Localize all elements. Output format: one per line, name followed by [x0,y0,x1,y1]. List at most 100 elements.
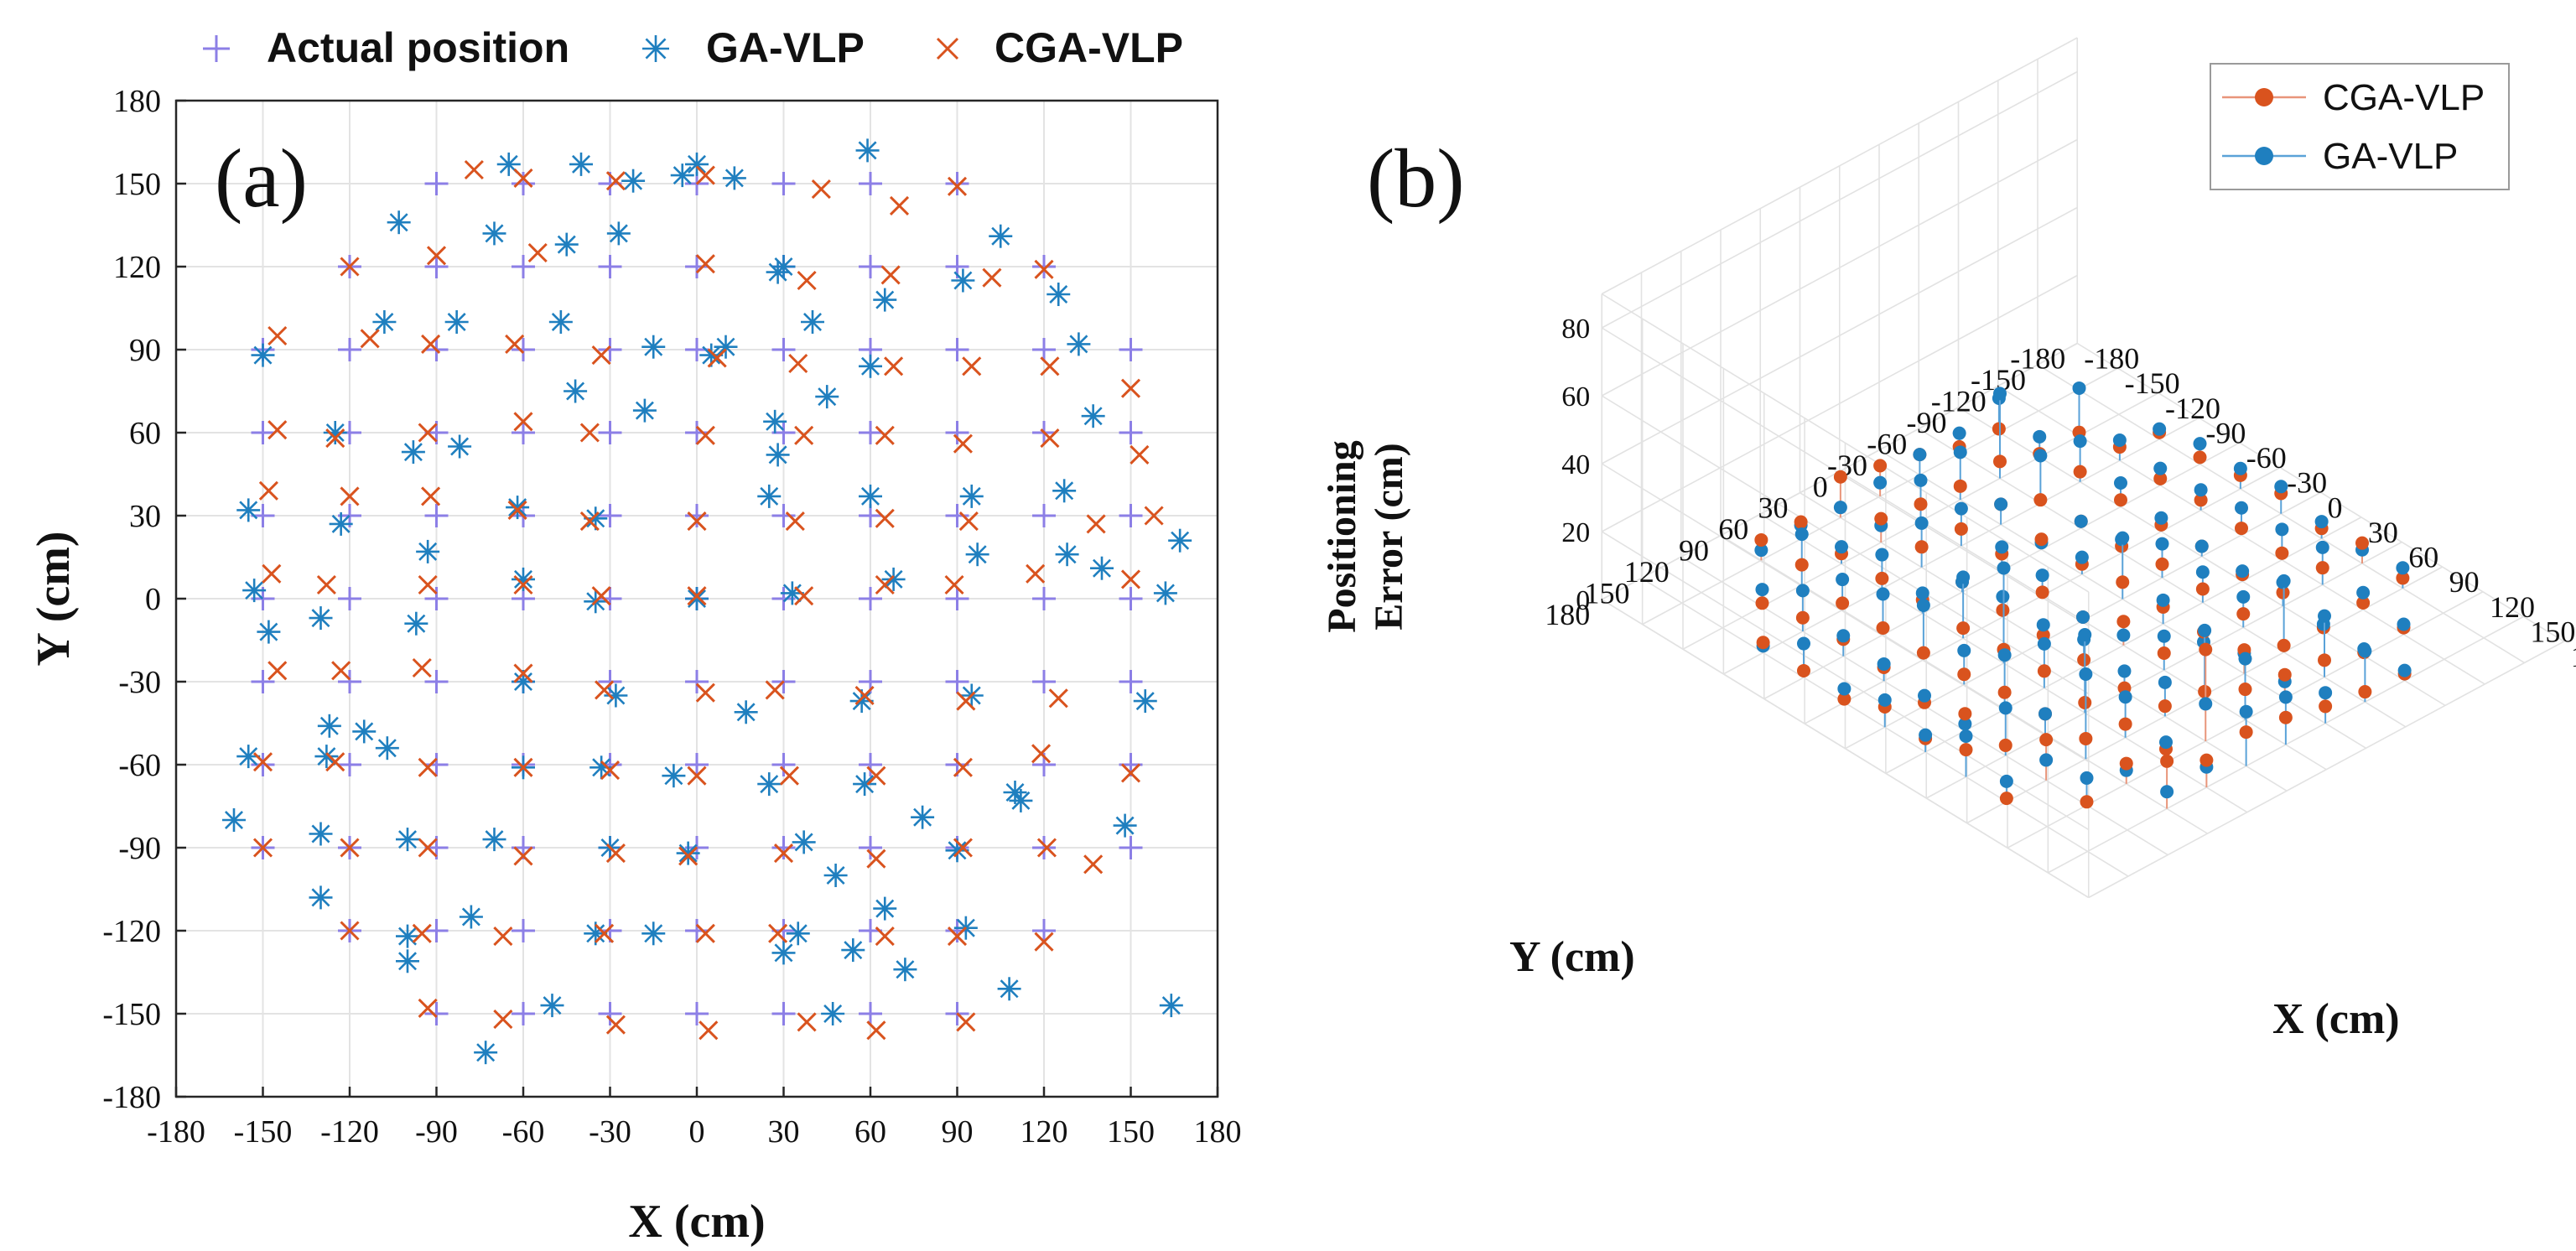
marker-asterisk [757,772,782,797]
marker-x [591,345,611,366]
marker-x [267,325,288,346]
marker-x [1036,838,1057,858]
panel-b-y-axis-label: Y (cm) [1509,933,1635,981]
marker-asterisk [641,335,666,359]
stem-marker-ga-vlp [1837,682,1852,696]
a-y-tick-label: -120 [102,914,161,949]
stem-marker-ga-vlp [2160,785,2174,799]
marker-x [267,420,288,440]
stem-marker-ga-vlp [1953,445,1967,459]
stem-point [1836,573,1850,610]
marker-plus [598,338,622,361]
stem-point [2159,735,2173,763]
marker-asterisk [604,683,628,708]
stem-marker-ga-vlp [1919,728,1933,742]
stem-marker-cga-vlp [2236,607,2251,621]
marker-asterisk [853,772,877,797]
marker-asterisk [757,484,782,508]
stem-marker-cga-vlp [2158,699,2172,714]
stem-point [2079,667,2093,760]
marker-plus [771,504,796,527]
b-x-tick-label: 30 [2368,516,2398,549]
marker-plus [598,504,622,527]
panel-a-label: (a) [215,132,308,225]
a-y-tick-label: -30 [118,665,161,700]
marker-x [316,574,336,595]
marker-asterisk [564,379,588,403]
stem-point [1956,570,1971,639]
b-x-tick-label: -120 [2165,392,2220,425]
stem-marker-ga-vlp [2155,537,2169,551]
marker-x [884,356,904,376]
marker-asterisk [222,808,246,832]
stem-marker-ga-vlp [2036,618,2050,632]
stem-marker-ga-vlp [2236,564,2250,579]
stem-marker-ga-vlp [2278,690,2293,704]
stem-marker-cga-vlp [2116,575,2130,589]
marker-x [956,691,976,711]
b-wall-a-grid-horizontal [1601,274,2078,532]
legend-marker-ga-vlp-3d [2255,147,2273,165]
stem-marker-ga-vlp [2116,531,2130,545]
stem-marker-cga-vlp [1993,454,2007,469]
marker-plus [251,421,275,444]
b-z-tick-label: 0 [1576,585,1590,616]
stem-marker-ga-vlp [1996,589,2010,604]
marker-plus [859,587,882,610]
marker-x [421,334,441,354]
marker-x [944,574,964,595]
marker-x [687,766,707,786]
marker-x [505,334,525,354]
panel-a-ticks: -180 -150 -120 -90 -60 -30 0 30 60 90 120 150 180 -18… [102,84,1241,1150]
stem-marker-cga-vlp [1997,685,2012,699]
marker-x [773,844,794,864]
a-y-tick-label: -180 [102,1080,161,1115]
marker-x [953,757,973,777]
marker-x [418,838,438,858]
marker-plus [512,919,535,942]
stem-marker-ga-vlp [1916,598,1930,612]
b-y-tick-label: 120 [1624,555,1670,589]
b-x-tick-label: 120 [2490,590,2535,624]
marker-asterisk [951,268,975,293]
stem-marker-ga-vlp [1956,570,1971,584]
marker-plus [859,1002,882,1025]
stem-point [2119,756,2133,784]
marker-plus [424,670,449,693]
marker-plus [1119,421,1143,444]
stem-marker-ga-vlp [1875,548,1889,562]
stem-marker-cga-vlp [1794,515,1808,529]
b-y-tick-label: -90 [1907,406,1947,439]
stem-point [2155,537,2169,579]
stem-marker-cga-vlp [2073,465,2087,479]
marker-x [464,159,484,180]
marker-asterisk [1168,528,1192,553]
marker-plus [859,421,882,444]
marker-asterisk [444,310,469,334]
marker-x [252,838,273,858]
stem-point [2037,636,2051,688]
marker-x [418,757,438,777]
stem-marker-ga-vlp [1836,629,1851,643]
stem-point [2035,568,2049,600]
stem-point [1877,657,1891,682]
panel-a-markers [222,138,1192,1065]
stem-marker-cga-vlp [1833,470,1847,484]
stem-point [2358,644,2372,703]
stem-marker-ga-vlp [2314,515,2329,529]
marker-plus [512,172,535,195]
marker-x [1031,744,1052,764]
stem-marker-cga-vlp [2194,493,2208,507]
stem-marker-ga-vlp [1954,501,1968,516]
stem-marker-ga-vlp [1797,636,1810,651]
marker-x [421,486,441,506]
marker-plus [598,1002,622,1025]
stem-marker-ga-vlp [2358,644,2372,658]
marker-asterisk [1052,479,1077,503]
stem-marker-ga-vlp [1995,540,2009,554]
stem-point [1835,540,1848,564]
marker-asterisk [959,484,984,508]
stem-marker-ga-vlp [2118,690,2132,704]
marker-plus [1032,255,1056,278]
stem-marker-ga-vlp [2156,593,2170,607]
